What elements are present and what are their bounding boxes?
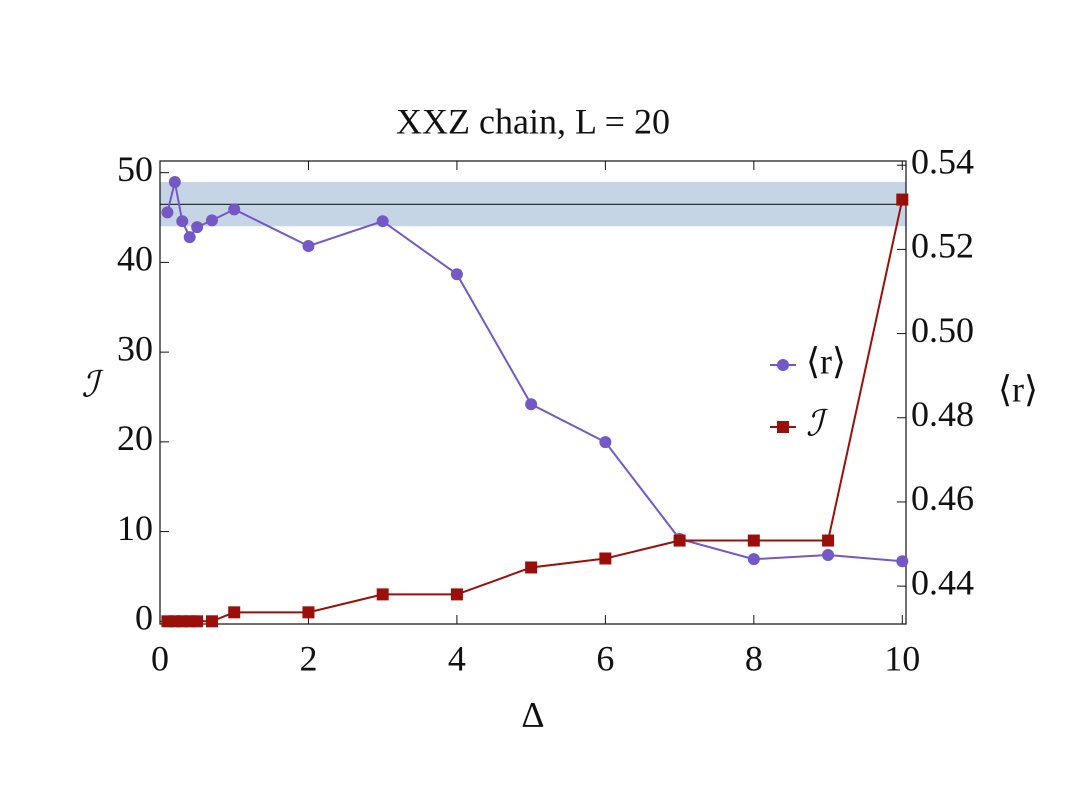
marker — [176, 215, 189, 228]
series-line — [167, 199, 904, 623]
marker — [525, 398, 538, 411]
marker — [376, 215, 389, 228]
marker — [228, 203, 241, 216]
marker — [822, 534, 835, 547]
marker — [205, 214, 218, 227]
y2-tick-label: 0.52 — [911, 226, 974, 266]
marker — [747, 534, 760, 547]
legend-marker — [777, 359, 789, 371]
plot-frame — [159, 160, 907, 625]
marker — [191, 221, 204, 234]
x-tick-label: 0 — [151, 638, 169, 678]
marker — [599, 552, 612, 565]
marker — [525, 561, 538, 574]
marker — [161, 206, 174, 219]
y-tick-label: 40 — [117, 239, 153, 279]
marker — [376, 588, 389, 601]
y2-tick-label: 0.54 — [911, 141, 974, 181]
chart-title: XXZ chain, L = 20 — [396, 101, 670, 141]
marker — [673, 534, 686, 547]
marker — [302, 240, 315, 253]
y-tick-label: 0 — [135, 598, 153, 638]
marker — [168, 176, 181, 189]
marker — [599, 436, 612, 449]
y-axis-label: ℐ — [82, 364, 105, 404]
y-tick-label: 50 — [117, 149, 153, 189]
marker — [228, 606, 241, 619]
y2-axis-label: ⟨r⟩ — [998, 369, 1038, 409]
y2-tick-label: 0.44 — [911, 562, 974, 602]
y2-tick-label: 0.48 — [911, 394, 974, 434]
marker — [896, 193, 909, 206]
x-tick-label: 2 — [299, 638, 317, 678]
marker — [896, 555, 909, 568]
x-axis-label: Δ — [521, 694, 544, 734]
marker — [302, 606, 315, 619]
y2-tick-label: 0.50 — [911, 310, 974, 350]
y-tick-label: 30 — [117, 328, 153, 368]
x-tick-label: 10 — [884, 638, 920, 678]
marker — [450, 588, 463, 601]
legend-marker — [777, 421, 789, 433]
x-tick-label: 4 — [448, 638, 466, 678]
x-tick-label: 8 — [745, 638, 763, 678]
marker — [822, 548, 835, 561]
x-tick-label: 6 — [596, 638, 614, 678]
legend-label: ℐ — [806, 403, 829, 443]
legend-label: ⟨r⟩ — [806, 341, 846, 381]
y2-tick-label: 0.46 — [911, 478, 974, 518]
series-line — [166, 181, 903, 563]
marker — [205, 615, 218, 628]
marker — [183, 231, 196, 244]
y-tick-label: 10 — [117, 508, 153, 548]
marker — [450, 268, 463, 281]
marker — [747, 553, 760, 566]
y-tick-label: 20 — [117, 418, 153, 458]
marker — [191, 615, 204, 628]
